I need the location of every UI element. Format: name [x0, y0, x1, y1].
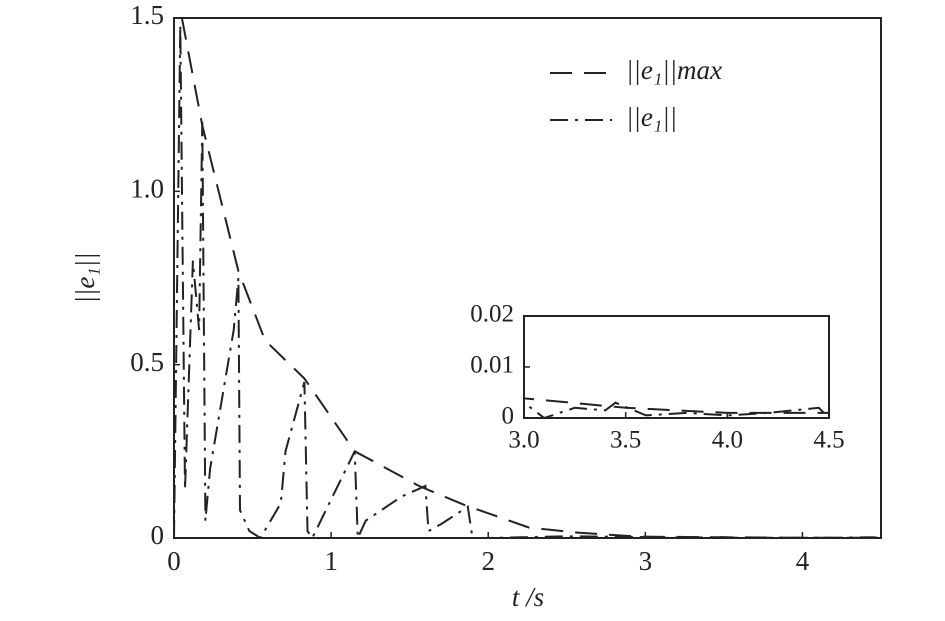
x-tick-label: 3.5: [610, 426, 641, 453]
y-tick-label: 0.5: [130, 347, 164, 377]
plot-frame: [173, 17, 882, 539]
x-tick-label: 4.5: [813, 426, 844, 453]
y-tick-label: 0: [151, 520, 165, 550]
x-tick-label: 4.0: [712, 426, 743, 453]
legend-label: ||e₁||max: [626, 55, 722, 85]
x-tick-label: 1: [324, 546, 338, 576]
x-tick-label: 3.0: [508, 426, 539, 453]
series-line: [180, 18, 881, 538]
x-tick-label: 0: [167, 546, 181, 576]
y-tick-label: 0: [502, 403, 515, 430]
y-tick-label: 0.02: [470, 301, 514, 328]
x-tick-label: 3: [639, 546, 653, 576]
y-axis-label: ||e₁||: [70, 252, 100, 303]
series-line: [174, 24, 881, 538]
inset-frame: [523, 315, 830, 419]
x-axis-label: t /s: [512, 582, 544, 612]
series-line-group: [174, 18, 881, 538]
inset-line: [524, 401, 829, 418]
inset-background: [524, 316, 829, 418]
x-tick-label: 2: [481, 546, 495, 576]
inset-line-group: [524, 397, 829, 418]
y-tick-label: 1.0: [130, 174, 164, 204]
y-tick-label: 0.01: [470, 352, 514, 379]
x-tick-label: 4: [796, 546, 810, 576]
y-tick-label: 1.5: [130, 0, 164, 30]
legend-label: ||e₁||: [626, 102, 677, 132]
